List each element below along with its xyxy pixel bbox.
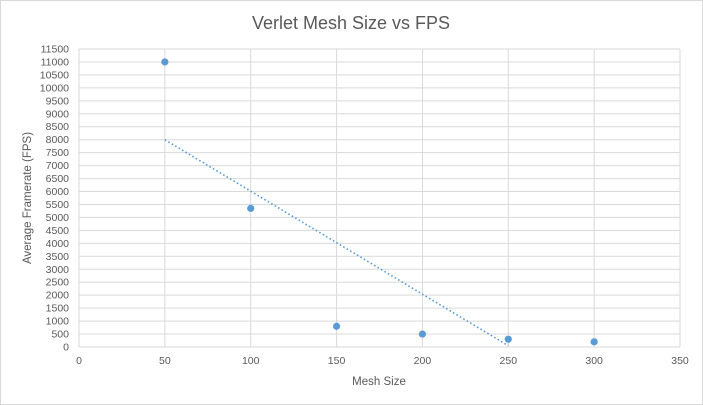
y-tick-label: 8500: [46, 121, 70, 133]
y-tick-label: 3500: [46, 251, 70, 263]
y-tick-label: 4000: [46, 238, 70, 250]
data-point: [590, 338, 598, 346]
y-tick-label: 3000: [46, 264, 70, 276]
x-tick-label: 50: [159, 355, 171, 367]
data-point: [247, 204, 255, 212]
data-point: [418, 330, 427, 338]
y-tick-label: 1000: [46, 316, 70, 328]
x-tick-label: 300: [585, 355, 603, 367]
x-axis-title: Mesh Size: [352, 376, 406, 388]
y-tick-label: 7000: [46, 160, 70, 172]
trendline: [164, 139, 509, 347]
data-points: [161, 58, 598, 346]
y-axis-title: Average Framerate (FPS): [22, 132, 34, 264]
data-point: [332, 322, 341, 330]
trendline-group: [164, 139, 509, 347]
gridlines: [78, 48, 681, 348]
y-tick-label: 2000: [46, 290, 70, 302]
y-tick-label: 10000: [40, 82, 69, 94]
y-tick-label: 5000: [46, 212, 70, 224]
data-point: [161, 58, 169, 66]
y-tick-label: 0: [63, 342, 69, 354]
chart-title: Verlet Mesh Size vs FPS: [252, 13, 450, 33]
y-tick-label: 9500: [46, 95, 70, 107]
y-tick-label: 11500: [41, 44, 70, 56]
x-tick-label: 200: [414, 355, 432, 367]
tick-labels: 0500100015002000250030003500400045005000…: [40, 44, 689, 368]
y-tick-label: 6000: [46, 186, 70, 198]
y-tick-label: 2500: [46, 277, 70, 289]
y-tick-label: 10500: [40, 69, 69, 81]
y-tick-label: 4500: [46, 225, 70, 237]
x-tick-label: 350: [671, 355, 689, 367]
x-tick-label: 0: [76, 355, 82, 367]
y-tick-label: 6500: [46, 173, 70, 185]
x-tick-label: 150: [328, 355, 346, 367]
y-tick-label: 5500: [46, 199, 70, 211]
y-tick-label: 8000: [46, 134, 70, 146]
x-tick-label: 250: [500, 355, 518, 367]
y-tick-label: 7500: [46, 147, 70, 159]
data-point: [504, 335, 512, 343]
y-tick-label: 1500: [46, 303, 70, 315]
y-tick-label: 11000: [41, 56, 70, 68]
y-tick-label: 500: [51, 329, 69, 341]
y-tick-label: 9000: [46, 108, 70, 120]
x-tick-label: 100: [242, 355, 260, 367]
